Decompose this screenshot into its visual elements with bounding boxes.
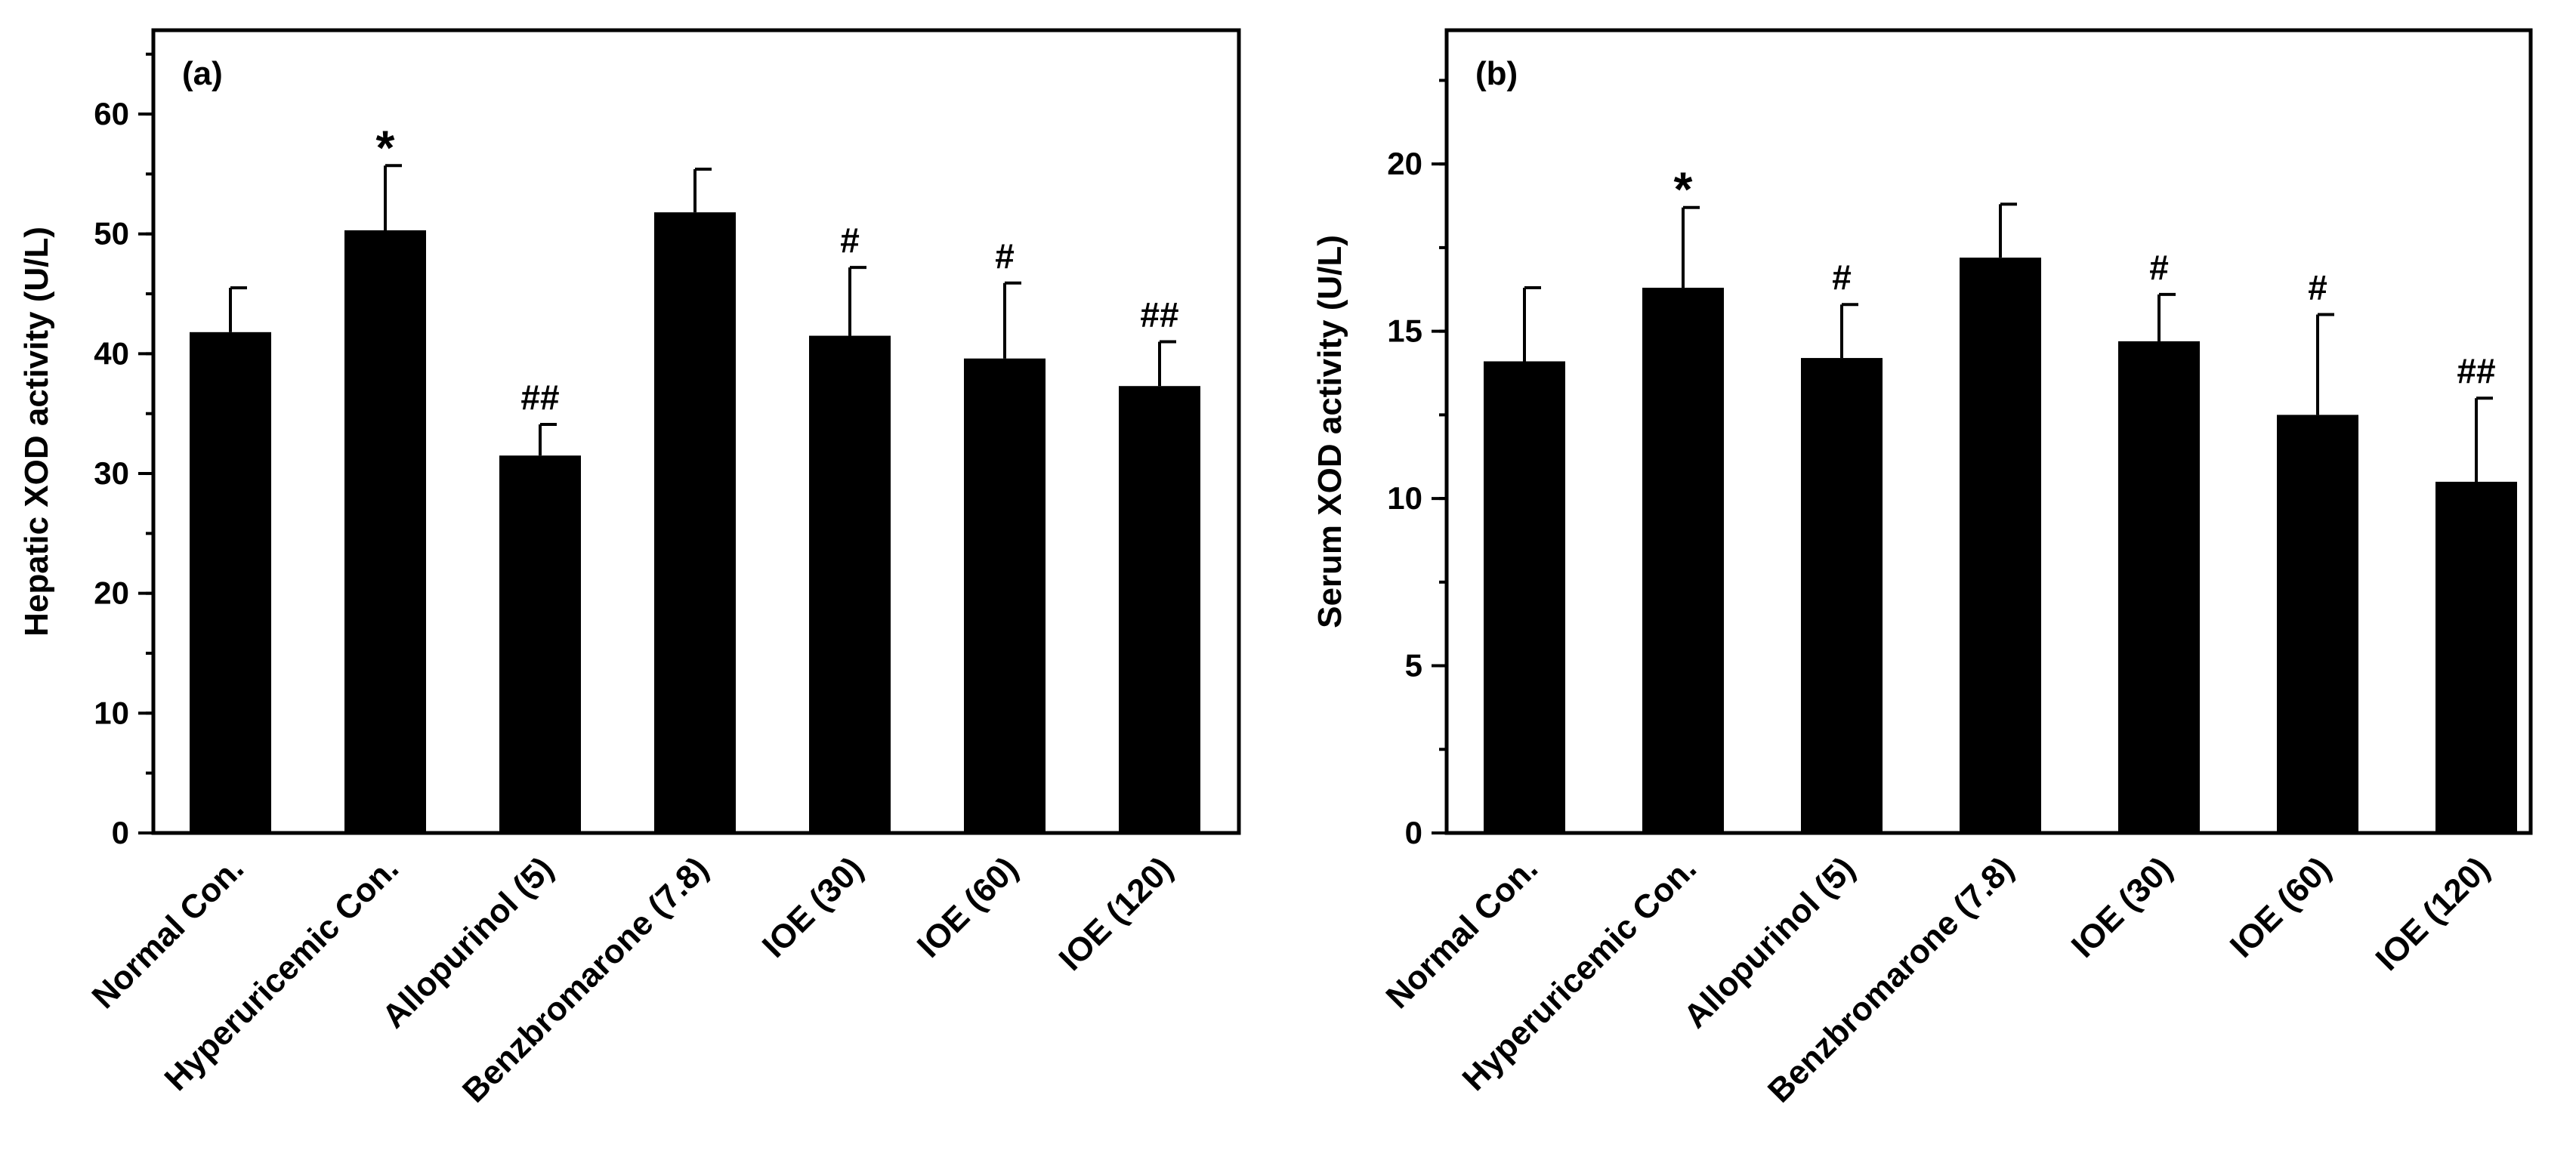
panel-b-chart: 0 5 10 15 20 Serum XOD activity (U/L) (b) Norma… [1311,28,2533,1110]
bar [2118,341,2200,834]
x-tick-label: Normal Con. [1379,850,1545,1016]
y-tick-label: 40 [94,335,129,371]
y-tick-label: 60 [94,96,129,131]
significance-label: ## [1140,295,1178,335]
bar [654,212,736,833]
bar [1960,258,2041,833]
y-tick-label: 0 [1405,815,1422,850]
y-tick-label: 50 [94,216,129,251]
y-axis-label: Hepatic XOD activity (U/L) [18,227,55,637]
x-tick-label: IOE (120) [1052,850,1181,978]
y-tick-label: 10 [94,695,129,730]
y-axis-label: Serum XOD activity (U/L) [1311,235,1348,628]
significance-label: # [2308,267,2327,307]
x-tick-label: IOE (60) [2223,850,2338,964]
bar [1801,358,1883,833]
significance-label: * [376,120,395,174]
bar [1484,361,1565,833]
significance-label: # [1832,258,1852,297]
bar [2435,481,2517,833]
bar [964,358,1046,834]
significance-label: * [1674,162,1693,217]
significance-label: ## [520,378,559,417]
significance-label: ## [2457,351,2495,390]
significance-label: # [840,221,860,260]
x-tick-label: IOE (30) [2065,850,2179,964]
significance-label: # [995,236,1015,276]
bar [190,332,271,833]
bar [1119,386,1200,833]
bar [344,230,426,833]
x-tick-label: Allopurinol (5) [1677,850,1862,1035]
y-tick-label: 0 [112,815,129,850]
significance-label: # [2149,248,2169,287]
bar [1642,288,1724,833]
x-tick-label: IOE (120) [2369,850,2497,978]
bar [809,335,891,834]
y-tick-label: 5 [1405,648,1422,683]
x-tick-label: IOE (60) [910,850,1025,964]
bar [499,455,581,833]
bar [2277,415,2358,833]
panel-label: (a) [182,55,223,92]
x-tick-label: Normal Con. [85,850,251,1016]
panel-label: (b) [1475,55,1518,92]
y-tick-label: 20 [94,575,129,611]
x-tick-label: IOE (30) [755,850,870,964]
y-tick-label: 15 [1387,313,1422,349]
y-tick-label: 30 [94,455,129,491]
y-tick-label: 10 [1387,480,1422,516]
y-tick-label: 20 [1387,146,1422,181]
panel-a-chart: 0 10 20 30 40 50 60 Hepatic XOD activity (U/L) (… [18,28,1241,1110]
